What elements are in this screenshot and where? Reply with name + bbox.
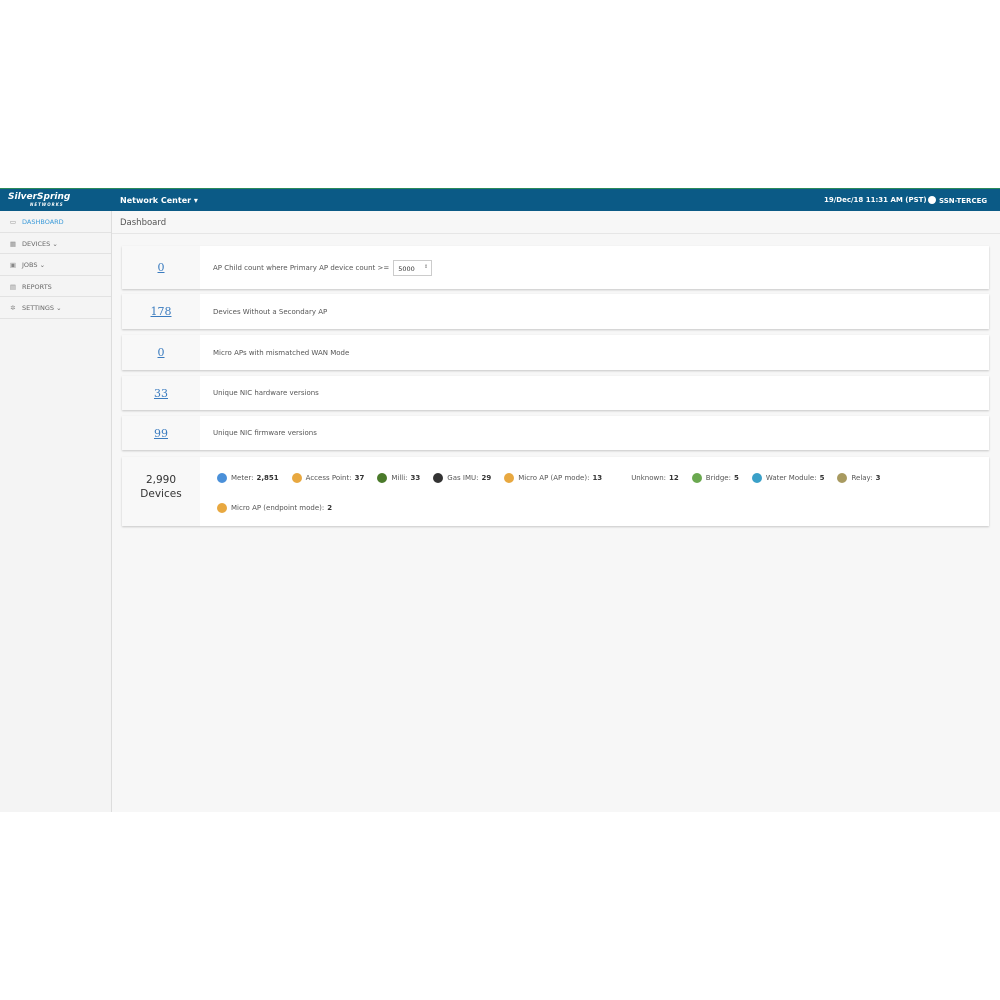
metric-label: Devices Without a Secondary AP xyxy=(213,307,328,316)
device-type-item: Access Point: 37 xyxy=(291,473,365,483)
metric-card: 0 AP Child count where Primary AP device… xyxy=(122,246,989,289)
logo[interactable]: SilverSpring NETWORKS xyxy=(8,192,108,209)
user-menu[interactable]: SSN-TERCEG xyxy=(928,196,987,205)
page-title: Dashboard xyxy=(112,211,1000,234)
device-type-item: Relay: 3 xyxy=(837,473,880,483)
device-type-item: Milli: 33 xyxy=(377,473,420,483)
sidebar: ▭ DASHBOARD ▦ DEVICES ⌄ ▣ JOBS ⌄ ▤ REPORTS ✲… xyxy=(0,211,112,812)
device-type-count: 5 xyxy=(733,474,739,482)
device-type-label: Micro AP (AP mode): xyxy=(518,474,590,482)
user-icon xyxy=(928,196,936,204)
label: SETTINGS xyxy=(22,304,55,312)
grid-icon: ▦ xyxy=(9,239,17,248)
devices-total-label: Devices xyxy=(140,488,182,500)
metric-label: Micro APs with mismatched WAN Mode xyxy=(213,348,350,357)
device-type-label: Bridge: xyxy=(705,474,731,482)
label: JOBS xyxy=(22,261,38,269)
datetime: 19/Dec/18 11:31 AM (PST) xyxy=(824,196,927,204)
metric-value-link[interactable]: 178 xyxy=(122,294,200,329)
device-type-item: Micro AP (endpoint mode): 2 xyxy=(217,503,332,513)
caret-down-icon: ▾ xyxy=(193,196,198,205)
spinner-icon[interactable]: ⇕ xyxy=(424,263,429,270)
metric-value-link[interactable]: 0 xyxy=(122,246,200,289)
device-type-item: Water Module: 5 xyxy=(751,473,825,483)
calendar-icon: ▣ xyxy=(9,261,17,269)
device-type-item: Gas IMU: 29 xyxy=(433,473,491,483)
metric-card: 33 Unique NIC hardware versions xyxy=(122,376,989,410)
label: DEVICES xyxy=(22,239,51,248)
label: DASHBOARD xyxy=(22,218,64,226)
device-type-count: 33 xyxy=(410,474,421,482)
device-type-label: Relay: xyxy=(851,474,873,482)
device-type-count: 5 xyxy=(819,474,825,482)
logo-text: SilverSpring xyxy=(8,192,71,202)
device-type-label: Micro AP (endpoint mode): xyxy=(231,504,325,512)
device-type-count: 2 xyxy=(327,504,333,512)
user-name: SSN-TERCEG xyxy=(939,197,988,205)
device-type-count: 37 xyxy=(354,474,365,482)
device-type-icon xyxy=(433,473,444,483)
device-type-label: Access Point: xyxy=(305,474,352,482)
sidebar-item-devices[interactable]: ▦ DEVICES ⌄ xyxy=(0,233,111,254)
device-type-icon xyxy=(217,473,227,483)
logo-subtext: NETWORKS xyxy=(30,202,64,207)
metric-value-link[interactable]: 33 xyxy=(122,376,200,410)
metric-value-link[interactable]: 0 xyxy=(122,335,200,370)
device-type-icon xyxy=(837,473,848,483)
sidebar-item-reports[interactable]: ▤ REPORTS xyxy=(0,276,111,297)
input-value: 5000 xyxy=(398,264,415,273)
report-icon: ▤ xyxy=(9,282,17,291)
device-type-count: 2,851 xyxy=(256,474,279,482)
top-bar: SilverSpring NETWORKS Network Center ▾ 19… xyxy=(0,188,1000,211)
device-type-icon xyxy=(751,473,762,483)
gear-icon: ✲ xyxy=(10,304,16,312)
metric-value-link[interactable]: 99 xyxy=(122,416,200,450)
chevron-down-icon: ⌄ xyxy=(39,261,46,269)
sidebar-item-jobs[interactable]: ▣ JOBS ⌄ xyxy=(0,254,111,276)
sidebar-item-dashboard[interactable]: ▭ DASHBOARD xyxy=(0,211,111,233)
device-type-icon xyxy=(217,503,227,513)
device-type-icon xyxy=(691,473,702,483)
device-type-count: 29 xyxy=(481,474,492,482)
device-type-count: 12 xyxy=(669,474,679,482)
metric-label: Unique NIC firmware versions xyxy=(213,429,317,437)
app-menu-label: Network Center xyxy=(120,196,192,205)
metric-label: AP Child count where Primary AP device c… xyxy=(213,263,390,272)
device-type-count: 13 xyxy=(592,474,603,482)
device-type-item: Micro AP (AP mode): 13 xyxy=(504,473,602,483)
chevron-down-icon: ⌄ xyxy=(52,239,58,248)
device-type-count: 3 xyxy=(875,474,881,482)
metric-card: 99 Unique NIC firmware versions xyxy=(122,416,989,450)
device-type-icon xyxy=(504,473,515,483)
label: REPORTS xyxy=(22,282,52,291)
device-type-item: Meter: 2,851 xyxy=(217,473,279,483)
metric-label: Unique NIC hardware versions xyxy=(213,389,319,397)
monitor-icon: ▭ xyxy=(9,218,17,226)
device-type-list: Meter: 2,851 Access Point: 37 Milli: 33 Gas IM… xyxy=(200,457,989,526)
devices-total: 2,990 xyxy=(145,474,177,486)
device-type-icon xyxy=(377,473,388,483)
device-type-label: Gas IMU: xyxy=(447,474,479,482)
app: SilverSpring NETWORKS Network Center ▾ 19… xyxy=(0,188,1000,812)
device-type-label: Milli: xyxy=(391,474,408,482)
app-menu[interactable]: Network Center ▾ xyxy=(120,196,198,205)
device-type-item: Unknown: 12 xyxy=(627,473,679,483)
device-type-label: Unknown: xyxy=(631,474,667,482)
ap-count-input[interactable]: 5000 ⇕ xyxy=(393,259,433,276)
metric-card: 178 Devices Without a Secondary AP xyxy=(122,294,989,329)
metric-card: 0 Micro APs with mismatched WAN Mode xyxy=(122,335,989,370)
device-type-label: Water Module: xyxy=(765,474,817,482)
sidebar-item-settings[interactable]: ✲ SETTINGS ⌄ xyxy=(0,297,111,319)
chevron-down-icon: ⌄ xyxy=(56,304,62,312)
device-type-label: Meter: xyxy=(231,474,254,482)
device-type-icon xyxy=(291,473,302,483)
devices-card: 2,990 Devices Meter: 2,851 Access Point: 37 M… xyxy=(122,457,989,526)
device-type-item: Bridge: 5 xyxy=(691,473,739,483)
